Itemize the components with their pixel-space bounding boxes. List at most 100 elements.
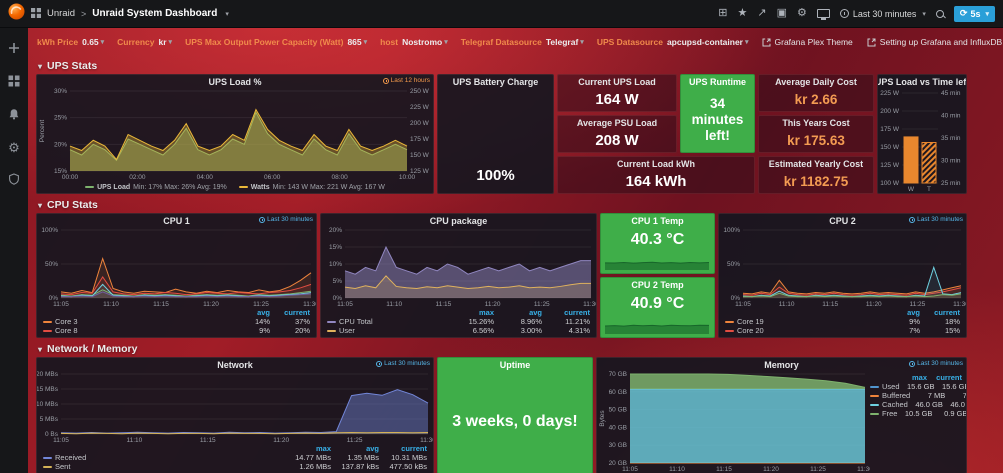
variable-ups-datasource: UPS Datasource apcupsd-container ▾ <box>596 37 749 47</box>
row-header-cpu-stats[interactable]: ▾ CPU Stats <box>38 199 98 211</box>
legend-item[interactable]: CPU Total 15.26% 8.96% 11.21% <box>327 317 590 326</box>
svg-text:200 W: 200 W <box>880 108 900 115</box>
panel-average-daily-cost: Average Daily Cost kr 2.66 <box>758 74 874 112</box>
panel-title[interactable]: Average Daily Cost <box>775 76 857 87</box>
series-color-dash <box>870 394 879 397</box>
alerting-bell-icon[interactable] <box>8 108 20 122</box>
legend-item[interactable]: User 6.56% 3.00% 4.31% <box>327 326 590 335</box>
panel-title[interactable]: Uptime <box>499 359 531 370</box>
series-color-dash <box>327 329 336 332</box>
legend-item[interactable]: Core 19 9% 18% <box>725 317 960 326</box>
svg-text:100%: 100% <box>723 227 740 234</box>
help-shield-icon[interactable] <box>8 173 20 187</box>
svg-text:200 W: 200 W <box>410 120 430 127</box>
load-vs-time-chart[interactable]: 100 W 125 W 150 W 175 W 200 W 225 W 25 min 30 m… <box>878 88 966 193</box>
svg-text:250 W: 250 W <box>410 88 430 95</box>
row-header-network-memory[interactable]: ▾ Network / Memory <box>38 343 138 355</box>
ups-load-chart[interactable]: 15% 20% 25% 30% 125 W 150 W 175 W 200 W 225 W 250… <box>37 88 433 181</box>
network-chart[interactable]: 0 Bs 5 MBs 10 MBs 15 MBs 20 MBs 11:05 11:10 11:… <box>37 371 433 444</box>
series-color-dash <box>85 186 95 188</box>
svg-text:20%: 20% <box>54 141 67 148</box>
variables-bar: kWh Price 0.65 ▾ Currency kr ▾ UPS Max Outpu… <box>28 28 1003 56</box>
grafana-logo-icon[interactable] <box>8 3 25 25</box>
panel-title[interactable]: CPU package <box>429 215 488 226</box>
legend-item[interactable]: Core 3 14% 37% <box>43 317 310 326</box>
memory-chart[interactable]: 20 GB 30 GB 40 GB 50 GB 60 GB 70 GB 11:05 11:10… <box>597 371 870 473</box>
panel-title[interactable]: CPU 2 <box>829 215 856 226</box>
legend-item[interactable]: Sent 1.26 MBs 137.87 kBs 477.50 kBs <box>43 462 427 471</box>
svg-text:11:20: 11:20 <box>485 301 501 308</box>
row-header-ups-stats[interactable]: ▾ UPS Stats <box>38 60 98 72</box>
panel-title[interactable]: Network <box>217 359 253 370</box>
panel-title[interactable]: Current UPS Load <box>578 76 656 87</box>
settings-gear-icon[interactable]: ⚙ <box>796 7 807 19</box>
breadcrumb-folder[interactable]: Unraid <box>47 8 75 19</box>
tv-mode-icon[interactable] <box>816 9 830 20</box>
panel-title[interactable]: Estimated Yearly Cost <box>768 158 864 169</box>
svg-text:11:15: 11:15 <box>822 301 838 308</box>
zoom-out-icon[interactable] <box>935 9 944 18</box>
svg-text:50%: 50% <box>727 261 740 268</box>
svg-text:11:25: 11:25 <box>810 466 826 473</box>
panel-title[interactable]: CPU 1 Temp <box>631 215 684 226</box>
dashboard-title[interactable]: Unraid System Dashboard <box>92 8 218 19</box>
panel-title[interactable]: Average PSU Load <box>576 117 658 128</box>
panel-current-load-kwh: Current Load kWh 164 kWh <box>557 156 755 194</box>
svg-text:08:00: 08:00 <box>331 174 348 181</box>
panel-title[interactable]: UPS Runtime <box>688 76 746 87</box>
svg-text:225 W: 225 W <box>410 104 430 111</box>
panel-title[interactable]: CPU 2 Temp <box>631 279 684 290</box>
svg-text:T: T <box>927 186 931 193</box>
svg-text:0 Bs: 0 Bs <box>45 431 59 438</box>
panel-title[interactable]: CPU 1 <box>163 215 190 226</box>
legend-item[interactable]: Core 8 9% 20% <box>43 326 310 335</box>
panel-title[interactable]: Current Load kWh <box>617 158 695 169</box>
caret-down-icon[interactable]: ▾ <box>225 10 229 18</box>
cpu2-temp-sparkline <box>601 317 714 337</box>
panel-title[interactable]: UPS Battery Charge <box>452 76 539 87</box>
legend-item[interactable]: Received 14.77 MBs 1.35 MBs 10.31 MBs <box>43 453 427 462</box>
star-icon[interactable]: ★ <box>737 7 748 19</box>
add-panel-icon[interactable]: ⊞ <box>718 7 728 19</box>
cpu-package-chart[interactable]: 0% 5% 10% 15% 20% 11:05 11:10 11:15 11:20 11:25 11… <box>321 227 596 308</box>
panel-title[interactable]: Memory <box>764 359 799 370</box>
stat-value: kr 1182.75 <box>783 174 849 189</box>
configuration-gear-icon[interactable]: ⚙ <box>8 140 20 155</box>
share-icon[interactable]: ↗ <box>757 7 767 19</box>
svg-text:11:20: 11:20 <box>203 301 219 308</box>
cpu1-chart[interactable]: 0% 50% 100% 11:05 11:10 11:15 11:20 11:25 11:30 <box>37 227 316 308</box>
panel-current-ups-load: Current UPS Load 164 W <box>557 74 677 112</box>
legend-item[interactable]: UPS Load Min: 17% Max: 26% Avg: 19% <box>85 184 227 191</box>
link-grafana-plex-theme[interactable]: Grafana Plex Theme <box>762 37 853 47</box>
caret-down-icon: ▾ <box>363 39 368 46</box>
time-range-picker[interactable]: Last 30 minutes ▾ <box>839 8 926 19</box>
series-color-dash <box>870 403 879 406</box>
variable-kwh-price: kWh Price 0.65 ▾ <box>37 37 105 47</box>
caret-down-icon: ▾ <box>922 10 926 18</box>
panel-title[interactable]: UPS Load vs Time left <box>877 76 967 87</box>
refresh-button[interactable]: ⟳ 5s ▾ <box>953 5 995 22</box>
legend-item[interactable]: Core 20 7% 15% <box>725 326 960 335</box>
legend-item[interactable]: Watts Min: 143 W Max: 221 W Avg: 167 W <box>238 184 385 191</box>
panel-title[interactable]: This Years Cost <box>782 117 850 128</box>
svg-text:11:20: 11:20 <box>273 437 289 444</box>
cpu1-temp-sparkline <box>601 253 714 273</box>
link-ups-monitoring-guide[interactable]: Setting up Grafana and InfluxDB for UPS … <box>867 37 1003 47</box>
time-range-label: Last 30 minutes <box>852 8 917 19</box>
panel-title[interactable]: UPS Load % <box>208 76 262 87</box>
svg-text:11:30: 11:30 <box>953 301 966 308</box>
create-plus-icon[interactable] <box>8 42 20 56</box>
caret-down-icon: ▾ <box>580 39 584 46</box>
panel-cpu-package: CPU package 0% 5% 10% 15% 20% 11:05 11:10 11:15… <box>320 213 597 338</box>
svg-text:11:05: 11:05 <box>735 301 751 308</box>
dashboards-icon[interactable] <box>8 75 20 89</box>
cpu2-chart[interactable]: 0% 50% 100% 11:05 11:10 11:15 11:20 11:25 11:30 <box>719 227 966 308</box>
save-icon[interactable]: ▣ <box>776 7 787 19</box>
legend-item[interactable]: Free 10.5 GB 0.9 GB <box>870 409 966 418</box>
ups-cost-grid: Average Daily Cost kr 2.66 This Years Co… <box>758 74 874 194</box>
svg-text:11:15: 11:15 <box>153 301 169 308</box>
svg-text:11:05: 11:05 <box>622 466 638 473</box>
